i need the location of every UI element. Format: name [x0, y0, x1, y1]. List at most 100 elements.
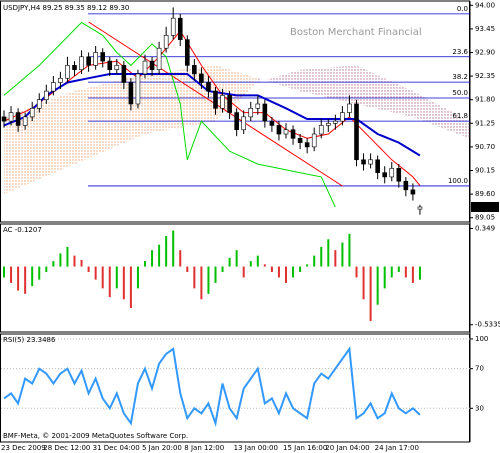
ac-bar: [299, 266, 302, 272]
candle-body: [86, 56, 91, 66]
y-tick-label: 30: [475, 404, 484, 412]
candle-body: [149, 60, 155, 70]
ac-bar: [249, 261, 252, 267]
ac-bar: [38, 266, 41, 280]
copyright: BMF-Meta, © 2001-2009 MetaQuotes Softwar…: [3, 432, 188, 440]
ac-bar: [136, 266, 139, 289]
x-tick-label: 24 Jan 17:00: [375, 444, 419, 452]
ac-bar: [355, 266, 358, 278]
ac-bar: [158, 244, 161, 267]
candle-body: [361, 159, 366, 165]
y-tick-label: 90.70: [475, 143, 495, 151]
last-price-box: [471, 201, 499, 212]
y-tick-label: 90.15: [475, 167, 495, 175]
candle-body: [72, 65, 77, 70]
candle-body: [269, 120, 275, 126]
fib-label: 61.8: [452, 112, 468, 120]
x-tick-label: 5 Jan 20:00: [142, 444, 182, 452]
candle-body: [192, 65, 197, 75]
candle-body: [347, 103, 352, 113]
y-tick-label: 92.35: [475, 72, 495, 80]
chart-title: USDJPY,H4 89.25 89.35 89.12 89.30: [3, 4, 129, 12]
ac-bar: [327, 239, 330, 267]
ac-title: AC -0.1207: [3, 226, 42, 234]
x-tick-label: 15 Jan 16:00: [283, 444, 327, 452]
ac-bar: [390, 266, 393, 278]
candle-body: [262, 103, 268, 122]
ac-bar: [242, 266, 245, 278]
candle-body: [220, 95, 225, 109]
candle-body: [100, 52, 105, 62]
ac-bar: [17, 266, 20, 291]
ac-bar: [52, 261, 55, 267]
ac-bar: [292, 266, 295, 278]
fib-label: 100.0: [448, 177, 468, 185]
ac-bar: [200, 266, 203, 300]
cloud: [300, 65, 357, 104]
candle-body: [156, 47, 162, 70]
candle-body: [36, 99, 42, 109]
candle-body: [276, 125, 282, 135]
candle-body: [410, 189, 416, 195]
y-tick-label: 92.90: [475, 48, 495, 56]
ac-bar: [270, 266, 273, 272]
ac-bar: [45, 266, 48, 272]
candle-body: [368, 159, 373, 165]
ac-bar: [122, 266, 125, 300]
ac-bar: [383, 266, 386, 289]
ac-bar: [59, 253, 62, 267]
candle-body: [382, 172, 388, 178]
candle-body: [354, 103, 359, 161]
cloud: [215, 65, 258, 122]
ac-bar: [172, 230, 175, 267]
cloud: [257, 69, 301, 92]
x-tick-label: 28 Dec 12:00: [43, 444, 90, 452]
y-tick-label: 94.00: [475, 1, 495, 9]
y-tick-label: 91.25: [475, 119, 495, 127]
ac-bar: [24, 266, 27, 294]
candle-body: [51, 82, 56, 92]
candle-body: [283, 129, 289, 135]
cloud: [356, 65, 413, 117]
fib-label: 0.0: [457, 5, 468, 13]
y-tick-label: 91.80: [475, 96, 495, 104]
candle-body: [318, 125, 324, 135]
candle-body: [403, 180, 409, 191]
candle-body: [255, 103, 261, 109]
ac-bar: [369, 266, 372, 322]
candle-body: [93, 52, 98, 66]
x-tick-label: 20 Jan 04:00: [325, 444, 369, 452]
candle-body: [65, 65, 70, 79]
candle-body: [107, 60, 113, 70]
candle-body: [58, 77, 63, 83]
candle-body: [304, 142, 310, 148]
candle-body: [396, 168, 402, 182]
ac-bar: [235, 250, 238, 267]
indicator-line: [3, 30, 421, 186]
ac-bar: [341, 242, 344, 267]
ac-bar: [144, 261, 146, 267]
ac-bar: [101, 266, 104, 289]
candle-body: [1, 116, 7, 122]
ac-bar: [193, 266, 196, 289]
ac-bar: [320, 246, 323, 267]
candle-body: [417, 206, 423, 210]
ac-bar: [94, 266, 97, 280]
candle-body: [234, 112, 239, 131]
ac-bar: [214, 266, 217, 283]
x-tick-label: 31 Dec 04:00: [93, 444, 140, 452]
ac-bar: [263, 264, 266, 267]
candle-body: [15, 112, 21, 126]
ac-bar: [3, 266, 5, 278]
ac-bar: [285, 266, 287, 283]
ac-bar: [207, 266, 210, 294]
candle-body: [241, 116, 246, 131]
ac-bar: [10, 266, 13, 283]
candle-body: [340, 112, 345, 122]
ac-bar: [66, 246, 69, 267]
candle-body: [227, 95, 232, 113]
candle-body: [213, 90, 218, 109]
ac-bar: [348, 233, 351, 267]
candle-body: [185, 39, 190, 66]
ac-bar: [186, 266, 189, 272]
